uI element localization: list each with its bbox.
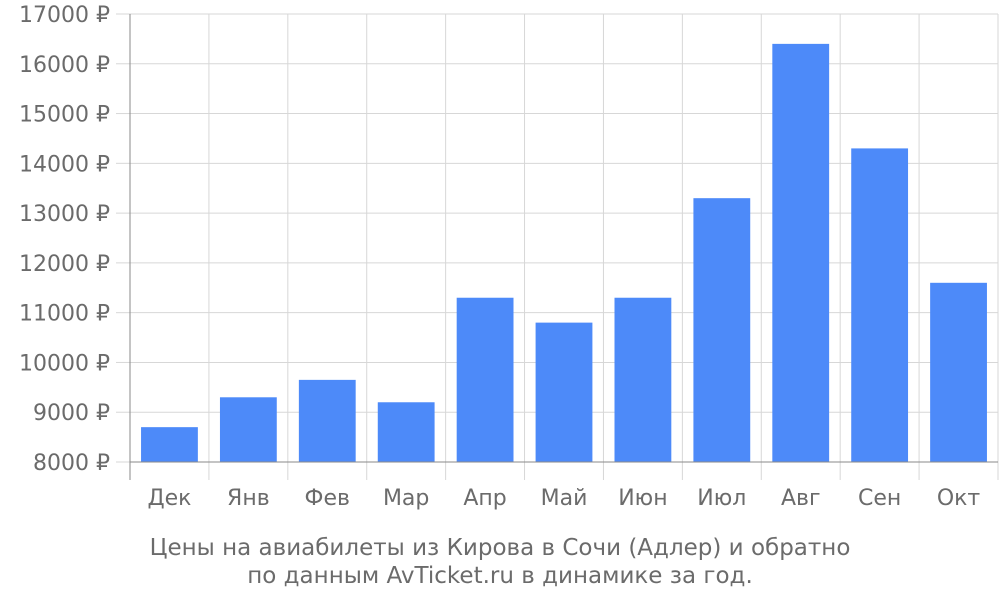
x-tick-label: Янв xyxy=(227,486,270,511)
y-tick-label: 9000 ₽ xyxy=(33,401,110,426)
x-tick-label: Сен xyxy=(858,486,901,511)
bar-Окт xyxy=(930,282,987,462)
y-tick-label: 10000 ₽ xyxy=(19,351,110,376)
y-tick-label: 13000 ₽ xyxy=(19,202,110,227)
axis-layer xyxy=(116,13,998,480)
bar-Янв xyxy=(219,397,277,462)
x-tick-labels: Дек Янв Фев Мар Апр Май Июн Июл Авг Сен Окт xyxy=(147,486,980,511)
bar-Мар xyxy=(377,402,435,462)
bar-Дек xyxy=(141,427,198,462)
y-tick-label: 15000 ₽ xyxy=(19,103,110,128)
y-tick-label: 16000 ₽ xyxy=(19,53,110,78)
x-tick-label: Май xyxy=(541,486,588,511)
x-tick-label: Июл xyxy=(697,486,746,511)
bar-Июн xyxy=(614,297,672,462)
chart-caption-line-2: по данным AvTicket.ru в динамике за год. xyxy=(247,563,753,589)
chart-caption-line-1: Цены на авиабилеты из Кирова в Сочи (Адл… xyxy=(149,535,851,561)
x-tick-label: Мар xyxy=(383,486,429,511)
bar-layer xyxy=(141,43,987,462)
y-tick-label: 12000 ₽ xyxy=(19,252,110,277)
bar-Фев xyxy=(298,379,356,462)
y-tick-label: 17000 ₽ xyxy=(19,3,110,28)
x-tick-label: Окт xyxy=(937,486,981,511)
y-tick-labels: 8000 ₽ 9000 ₽ 10000 ₽ 11000 ₽ 12000 ₽ 13000 ₽… xyxy=(19,3,110,476)
x-tick-label: Июн xyxy=(618,486,667,511)
x-tick-label: Апр xyxy=(463,486,506,511)
x-tick-label: Фев xyxy=(305,486,350,511)
y-tick-label: 11000 ₽ xyxy=(19,302,110,327)
bar-Апр xyxy=(456,297,514,462)
bar-Июл xyxy=(693,198,751,462)
x-tick-label: Дек xyxy=(147,486,191,511)
bar-Май xyxy=(535,322,593,462)
x-tick-label: Авг xyxy=(781,486,821,511)
bar-Сен xyxy=(851,148,909,462)
y-tick-label: 8000 ₽ xyxy=(33,451,110,476)
bar-Авг xyxy=(772,43,830,462)
y-tick-label: 14000 ₽ xyxy=(19,152,110,177)
